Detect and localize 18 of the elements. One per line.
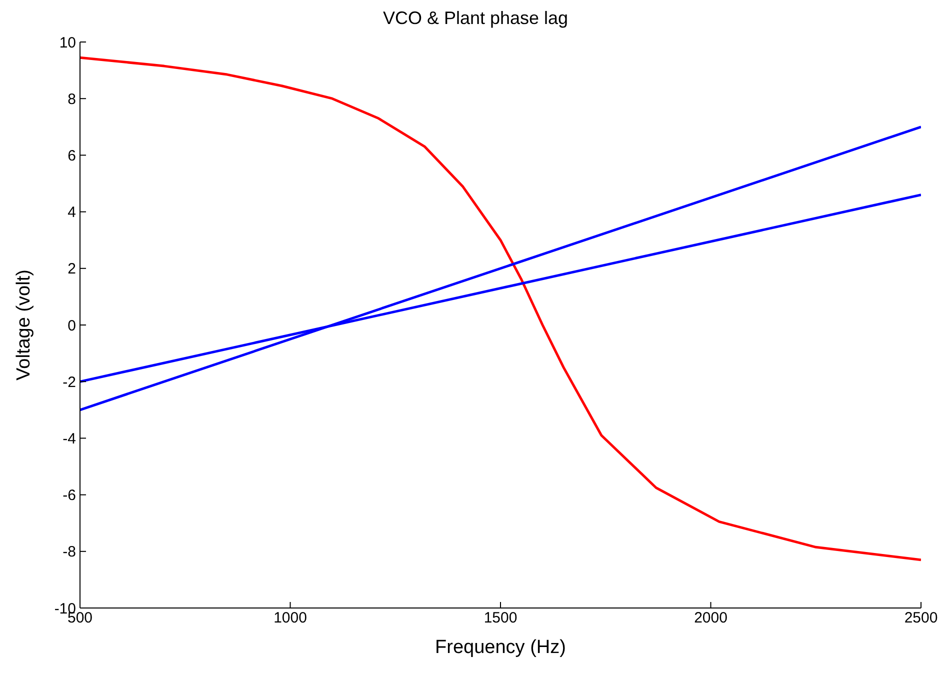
y-tick-label: 0 — [68, 317, 76, 334]
y-tick-label: 6 — [68, 148, 76, 165]
y-tick-label: 2 — [68, 260, 76, 278]
y-tick-label: 10 — [59, 34, 76, 52]
x-axis-title: Frequency (Hz) — [435, 637, 566, 658]
line-series — [80, 56, 921, 562]
y-tick-label: -6 — [62, 487, 76, 504]
y-tick-label: 4 — [68, 204, 76, 222]
x-tick-label: 1000 — [274, 610, 307, 627]
y-tick-label: -8 — [62, 544, 76, 561]
y-tick-label: 8 — [68, 90, 76, 108]
x-tick-label: 2000 — [694, 610, 728, 627]
y-axis-title: Voltage (volt) — [14, 270, 35, 380]
y-tick-label: -4 — [62, 430, 76, 448]
x-tick-label: 1500 — [484, 610, 518, 627]
y-tick-label: -2 — [62, 374, 76, 391]
chart-title: VCO & Plant phase lag — [382, 8, 570, 30]
x-tick-label: 2500 — [904, 610, 938, 627]
